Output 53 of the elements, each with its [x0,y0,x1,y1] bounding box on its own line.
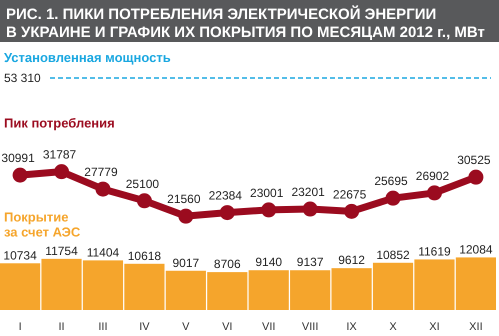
ref-line-label: Установленная мощность [4,50,171,65]
x-tick-label: XI [429,321,440,333]
chart-title: РИС. 1. ПИКИ ПОТРЕБЛЕНИЯ ЭЛЕКТРИЧЕСКОЙ ЭНЕРГИИ В УКРАИНЕ И ГРАФИК ИХ ПОКРЫТИЯ ПО МЕСЯЦАМ 2012 г., МВт [6,5,485,41]
data-label: 9140 [255,255,282,270]
data-label: 25100 [126,176,160,191]
data-label: 12084 [459,242,493,256]
x-tick-label: III [98,321,108,333]
data-label: 10618 [128,248,162,263]
data-label: 26902 [416,168,450,183]
data-label: 11619 [418,244,452,258]
point [178,208,194,224]
x-tick-label: I [18,321,22,333]
data-label: 8706 [214,257,241,272]
data-label: 23201 [291,185,326,200]
point [426,185,442,200]
data-label: 22384 [208,188,242,203]
data-label: 25695 [374,174,408,188]
x-tick-label: IV [139,321,150,333]
data-label: 9017 [172,256,200,270]
x-tick-label: XII [469,321,483,333]
series-label: Покрытие за счет АЭС [4,209,81,240]
data-label: 27779 [84,165,118,180]
point [220,205,235,220]
point [54,164,70,180]
data-label: 11754 [45,244,78,258]
data-label: 21560 [167,192,201,206]
data-label: 30525 [457,153,491,168]
x-tick-label: V [182,321,190,333]
x-tick-label: X [389,321,398,333]
x-tick-label: IX [346,321,358,333]
data-label: 23001 [250,186,284,200]
data-label: 30991 [1,151,36,166]
data-label: 31787 [42,148,77,162]
data-label: 10734 [3,248,38,262]
text: 53 310 [4,71,42,85]
point [468,170,484,185]
x-tick-label: VII [262,321,276,333]
text: Пик потребления [4,116,115,131]
data-label: 22675 [332,187,367,202]
point [344,204,360,219]
data-label: 9137 [296,255,324,270]
point [12,168,28,183]
point [95,182,110,197]
x-tick-label: II [58,321,65,333]
point [302,202,318,217]
point [386,190,401,206]
x-tick-label: VI [222,321,232,333]
point [261,202,276,218]
x-tick-label: VIII [302,321,318,333]
data-label: 11404 [86,245,120,260]
data-label: 10852 [376,248,410,262]
point [136,193,152,208]
data-label: 9612 [338,253,366,268]
